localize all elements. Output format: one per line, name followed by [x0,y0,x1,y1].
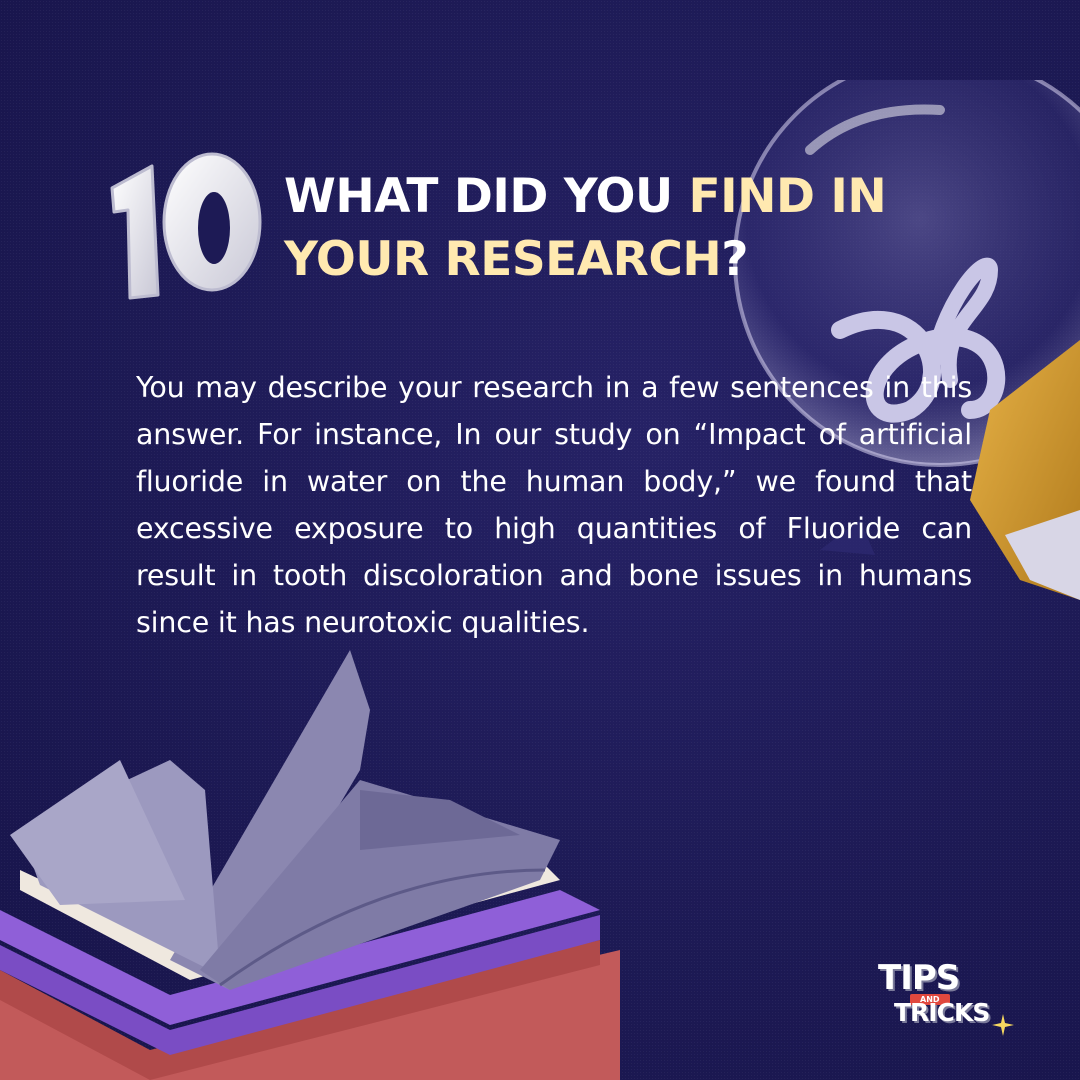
logo-and-text: AND [910,994,950,1005]
title-part-1: WHAT DID YOU [284,169,689,224]
logo-tips-text: TIPS [878,958,960,998]
page-title: WHAT DID YOU FIND IN YOUR RESEARCH? [284,165,984,291]
title-part-2: ? [721,232,748,287]
sparkle-icon [992,1014,1014,1036]
lightbulb-illustration [733,80,1080,600]
body-paragraph: You may describe your research in a few … [136,371,972,639]
tips-and-tricks-logo: TIPS AND TRICKS [874,958,1024,1038]
title-accent: FIND IN YOUR RESEARCH [284,169,887,287]
logo-tricks-text: TRICKS [894,998,990,1027]
book-stack-illustration [0,650,620,1080]
number-badge-icon [110,152,262,300]
